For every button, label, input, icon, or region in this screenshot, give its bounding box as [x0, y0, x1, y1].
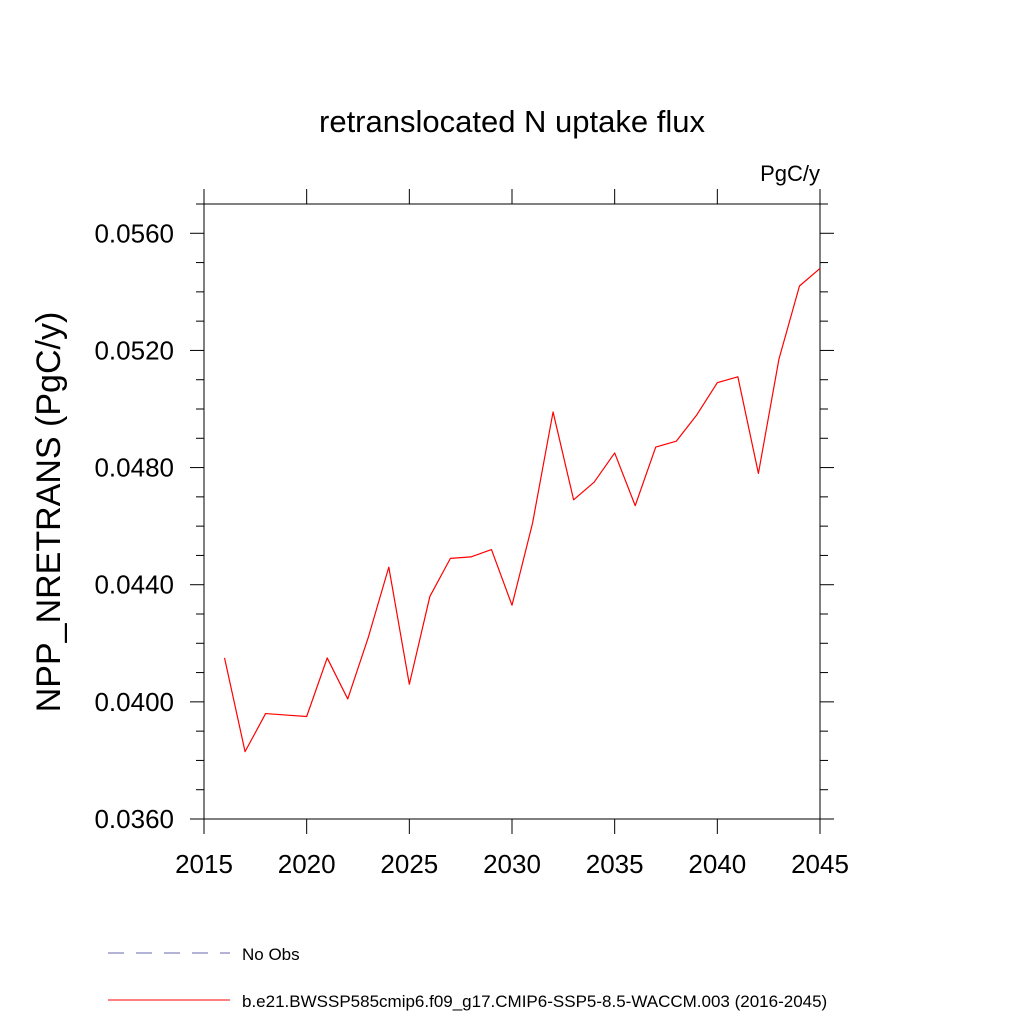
legend-label: No Obs: [242, 945, 300, 964]
y-tick-label: 0.0560: [94, 218, 174, 248]
plot-frame: [203, 203, 821, 820]
x-tick-label: 2020: [278, 849, 336, 879]
y-tick-label: 0.0520: [94, 335, 174, 365]
legend: No Obs b.e21.BWSSP585cmip6.f09_g17.CMIP6-…: [108, 945, 827, 1011]
x-tick-label: 2040: [688, 849, 746, 879]
x-tick-label: 2025: [380, 849, 438, 879]
x-tick-label: 2015: [175, 849, 233, 879]
y-tick-label: 0.0400: [94, 687, 174, 717]
y-tick-label: 0.0360: [94, 804, 174, 834]
y-axis-label: NPP_NRETRANS (PgC/y): [30, 312, 68, 713]
series-line: [223, 267, 821, 753]
y-tick-label: 0.0480: [94, 453, 174, 483]
x-axis-ticks: 2015 2020 2025 2030 2035 2040 2045: [175, 189, 849, 879]
y-tick-label: 0.0440: [94, 570, 174, 600]
x-tick-label: 2035: [586, 849, 644, 879]
legend-label: b.e21.BWSSP585cmip6.f09_g17.CMIP6-SSP5-8…: [242, 992, 827, 1011]
x-tick-label: 2045: [791, 849, 849, 879]
y-axis-ticks: 0.0360 0.0400 0.0440 0.0480 0.0520 0.0560: [94, 203, 834, 834]
x-tick-label: 2030: [483, 849, 541, 879]
units-label: PgC/y: [760, 161, 820, 186]
series-layer: [223, 267, 821, 753]
chart-title: retranslocated N uptake flux: [319, 104, 705, 139]
